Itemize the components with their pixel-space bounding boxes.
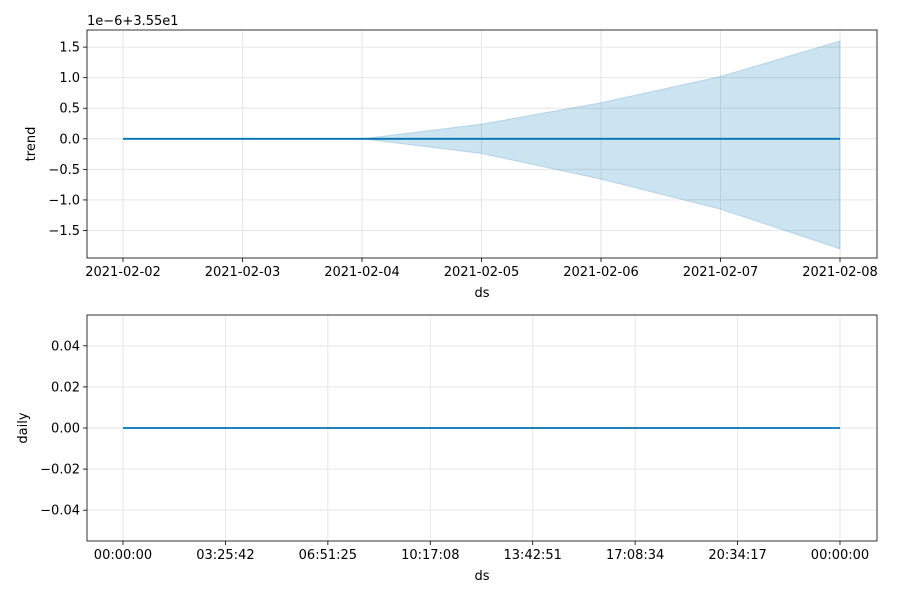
daily-ticks: 00:00:00 03:25:42 06:51:25 10:17:08 13:42:51… [40,339,869,563]
trend-y-tick-label: 1.0 [59,71,80,86]
trend-y-axis-label: trend [24,127,39,162]
daily-x-tick-label: 17:08:34 [606,548,664,563]
daily-x-axis-label: ds [474,569,489,584]
trend-ticks: 2021-02-02 2021-02-03 2021-02-04 2021-02-05… [48,41,877,280]
daily-x-tick-label: 20:34:17 [708,548,766,563]
trend-x-tick-label: 2021-02-02 [85,265,161,280]
trend-y-tick-label: 0.5 [59,102,80,117]
daily-x-tick-label: 00:00:00 [811,548,869,563]
trend-x-tick-label: 2021-02-04 [324,265,400,280]
trend-x-tick-label: 2021-02-06 [563,265,639,280]
trend-x-tick-label: 2021-02-07 [683,265,759,280]
daily-x-tick-label: 13:42:51 [504,548,562,563]
daily-x-tick-label: 06:51:25 [299,548,357,563]
daily-y-tick-label: 0.00 [51,422,80,437]
trend-x-tick-label: 2021-02-05 [444,265,520,280]
daily-y-tick-label: −0.02 [40,463,80,478]
trend-panel: 2021-02-02 2021-02-03 2021-02-04 2021-02-05… [24,14,878,301]
trend-offset-text: 1e−6+3.55e1 [87,14,179,29]
trend-y-tick-label: 0.0 [59,132,80,147]
daily-y-tick-label: 0.04 [51,339,80,354]
trend-uncertainty-band [123,40,841,250]
trend-x-tick-label: 2021-02-08 [802,265,878,280]
trend-x-axis-label: ds [474,286,489,301]
daily-x-tick-label: 10:17:08 [401,548,459,563]
trend-x-tick-label: 2021-02-03 [205,265,281,280]
daily-y-axis-label: daily [16,412,31,443]
daily-x-tick-label: 03:25:42 [196,548,254,563]
daily-y-tick-label: 0.02 [51,380,80,395]
trend-y-tick-label: −1.5 [48,224,80,239]
daily-x-tick-label: 00:00:00 [94,548,152,563]
daily-y-tick-label: −0.04 [40,504,80,519]
trend-y-tick-label: −1.0 [48,193,80,208]
trend-y-tick-label: 1.5 [59,41,80,56]
trend-y-tick-label: −0.5 [48,163,80,178]
daily-panel: 00:00:00 03:25:42 06:51:25 10:17:08 13:42:51… [16,314,878,584]
trend-axes-frame [86,29,878,259]
